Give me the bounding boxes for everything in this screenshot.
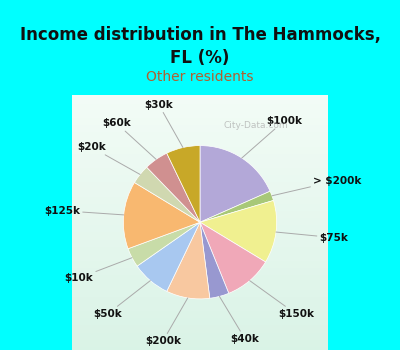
Text: Income distribution in The Hammocks,
FL (%): Income distribution in The Hammocks, FL … bbox=[20, 27, 380, 66]
Bar bbox=[36, 231, 364, 239]
Wedge shape bbox=[128, 222, 200, 266]
Wedge shape bbox=[200, 222, 266, 293]
Bar bbox=[36, 331, 364, 339]
Bar bbox=[36, 253, 364, 260]
Bar bbox=[36, 246, 364, 253]
Wedge shape bbox=[167, 222, 210, 299]
Wedge shape bbox=[200, 201, 277, 262]
Wedge shape bbox=[200, 191, 274, 222]
Bar bbox=[36, 267, 364, 274]
Bar bbox=[36, 81, 364, 88]
Bar bbox=[36, 296, 364, 303]
Bar bbox=[36, 181, 364, 189]
Bar bbox=[36, 139, 364, 146]
Text: $100k: $100k bbox=[242, 116, 302, 158]
Wedge shape bbox=[123, 182, 200, 249]
Bar bbox=[36, 160, 364, 167]
Bar bbox=[36, 103, 364, 110]
Bar bbox=[36, 324, 364, 331]
Text: $150k: $150k bbox=[250, 281, 314, 319]
Bar bbox=[36, 217, 364, 224]
Bar bbox=[36, 153, 364, 160]
Bar bbox=[36, 274, 364, 281]
Bar bbox=[36, 310, 364, 317]
Text: $75k: $75k bbox=[276, 232, 348, 243]
Bar bbox=[36, 88, 364, 96]
Wedge shape bbox=[134, 167, 200, 222]
Text: $60k: $60k bbox=[102, 118, 156, 159]
Text: $30k: $30k bbox=[144, 100, 183, 147]
Bar bbox=[36, 96, 364, 103]
Bar bbox=[36, 210, 364, 217]
Text: > $200k: > $200k bbox=[272, 176, 362, 196]
Bar bbox=[36, 339, 364, 346]
Wedge shape bbox=[167, 146, 200, 222]
Bar bbox=[36, 346, 364, 350]
Bar bbox=[36, 281, 364, 289]
Text: $125k: $125k bbox=[44, 206, 124, 216]
Bar bbox=[36, 174, 364, 181]
Bar bbox=[36, 224, 364, 231]
Bar bbox=[36, 110, 364, 117]
Wedge shape bbox=[200, 222, 229, 298]
Text: $10k: $10k bbox=[64, 258, 132, 283]
Wedge shape bbox=[200, 146, 270, 222]
Bar bbox=[36, 303, 364, 310]
Text: $200k: $200k bbox=[145, 298, 188, 346]
Bar bbox=[36, 189, 364, 196]
Bar bbox=[36, 260, 364, 267]
Bar bbox=[36, 317, 364, 324]
Wedge shape bbox=[147, 153, 200, 222]
Text: Other residents: Other residents bbox=[146, 70, 254, 84]
Text: $40k: $40k bbox=[220, 296, 260, 344]
Bar bbox=[36, 196, 364, 203]
Bar bbox=[360, 69, 369, 350]
Bar bbox=[36, 131, 364, 139]
Bar bbox=[36, 289, 364, 296]
Bar bbox=[36, 74, 364, 81]
Text: $20k: $20k bbox=[77, 142, 140, 174]
Bar bbox=[36, 167, 364, 174]
Bar bbox=[36, 146, 364, 153]
Text: $50k: $50k bbox=[93, 281, 150, 319]
Bar bbox=[36, 203, 364, 210]
Bar bbox=[36, 117, 364, 124]
Wedge shape bbox=[137, 222, 200, 291]
Bar bbox=[31, 69, 40, 350]
Text: City-Data.com: City-Data.com bbox=[224, 121, 288, 130]
Bar bbox=[36, 124, 364, 131]
Bar bbox=[36, 239, 364, 246]
